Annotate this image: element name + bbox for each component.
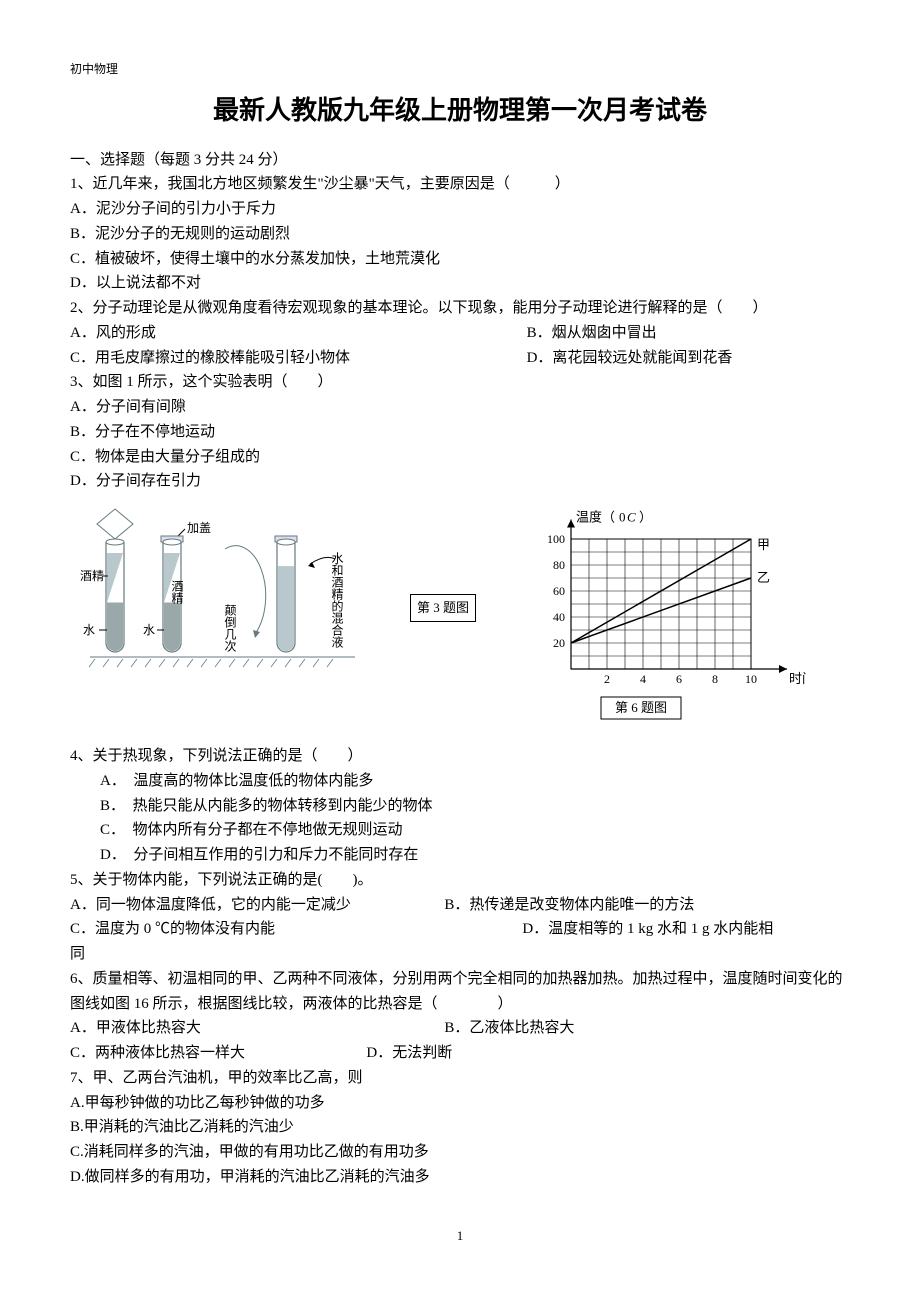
exam-title: 最新人教版九年级上册物理第一次月考试卷 xyxy=(70,90,850,133)
q1-stem-b: ） xyxy=(555,176,570,192)
q6-optB: B．乙液体比热容大 xyxy=(444,1016,850,1041)
page-number: 1 xyxy=(70,1225,850,1246)
q2-optC: C．用毛皮摩擦过的橡胶棒能吸引轻小物体 xyxy=(70,346,517,371)
svg-text:时间（min）: 时间（min） xyxy=(789,671,806,686)
q1-optD: D．以上说法都不对 xyxy=(70,271,850,296)
page-header: 初中物理 xyxy=(70,60,850,80)
svg-text:2: 2 xyxy=(604,672,610,686)
svg-text:酒精: 酒精 xyxy=(170,580,184,604)
q5-optB: B．热传递是改变物体内能唯一的方法 xyxy=(444,893,850,918)
q5-optD-a: D．温度相等的 1 kg 水和 1 g 水内能相 xyxy=(522,917,850,942)
svg-text:第 6 题图: 第 6 题图 xyxy=(615,700,667,715)
svg-text:乙: 乙 xyxy=(757,570,770,585)
q6-stem: 6、质量相等、初温相同的甲、乙两种不同液体，分别用两个完全相同的加热器加热。加热… xyxy=(70,967,850,1017)
q1-stem: 1、近几年来，我国北方地区频繁发生"沙尘暴"天气，主要原因是（ ） xyxy=(70,172,850,197)
temperature-chart: 20 40 60 80 100 2 4 6 8 10 温度（ 0C） 时间（min） 甲乙第 6 题图 xyxy=(516,499,806,729)
svg-text:温度（: 温度（ xyxy=(576,510,615,525)
q5-optA: A．同一物体温度降低，它的内能一定减少 xyxy=(70,893,444,918)
q4-stem: 4、关于热现象，下列说法正确的是（ ） xyxy=(70,744,850,769)
svg-text:6: 6 xyxy=(676,672,682,686)
q6-optC: C．两种液体比热容一样大 xyxy=(70,1041,366,1066)
q5-optC: C．温度为 0 ℃的物体没有内能 xyxy=(70,917,522,942)
section-heading: 一、选择题（每题 3 分共 24 分） xyxy=(70,148,850,173)
q3-optD: D．分子间存在引力 xyxy=(70,469,850,494)
svg-text:）: ） xyxy=(639,510,652,525)
q1-optB: B．泥沙分子的无规则的运动剧烈 xyxy=(70,222,850,247)
svg-text:酒精: 酒精 xyxy=(80,569,104,583)
q1-stem-a: 1、近几年来，我国北方地区频繁发生"沙尘暴"天气，主要原因是（ xyxy=(70,176,510,192)
svg-text:10: 10 xyxy=(745,672,757,686)
q3-stem: 3、如图 1 所示，这个实验表明（ ） xyxy=(70,370,850,395)
q7-stem: 7、甲、乙两台汽油机，甲的效率比乙高，则 xyxy=(70,1066,850,1091)
q3-optA: A．分子间有间隙 xyxy=(70,395,850,420)
q1-optA: A．泥沙分子间的引力小于斥力 xyxy=(70,197,850,222)
svg-text:100: 100 xyxy=(547,532,565,546)
svg-text:水: 水 xyxy=(83,623,95,637)
svg-text:加盖: 加盖 xyxy=(187,521,211,535)
q7-optD: D.做同样多的有用功，甲消耗的汽油比乙消耗的汽油多 xyxy=(70,1165,850,1190)
q6-stem-a: 6、质量相等、初温相同的甲、乙两种不同液体，分别用两个完全相同的加热器加热。加热… xyxy=(70,971,843,1012)
q7-optC: C.消耗同样多的汽油，甲做的有用功比乙做的有用功多 xyxy=(70,1140,850,1165)
svg-text:颠倒几次: 颠倒几次 xyxy=(223,603,237,653)
q2-stem-b: ） xyxy=(753,300,768,316)
figure6-chart: 20 40 60 80 100 2 4 6 8 10 温度（ 0C） 时间（min） 甲乙第 6 题图 xyxy=(516,499,806,729)
figure3-caption: 第 3 题图 xyxy=(410,594,476,621)
svg-text:0: 0 xyxy=(619,510,626,525)
q2-stem-a: 2、分子动理论是从微观角度看待宏观现象的基本理论。以下现象，能用分子动理论进行解… xyxy=(70,300,723,316)
svg-text:C: C xyxy=(627,510,636,525)
q2-stem: 2、分子动理论是从微观角度看待宏观现象的基本理论。以下现象，能用分子动理论进行解… xyxy=(70,296,850,321)
tubes-diagram: 酒精水 加盖酒精水 颠倒几次 水和酒精的混合液 xyxy=(75,504,385,679)
q2-optD: D．离花园较远处就能闻到花香 xyxy=(517,346,850,371)
svg-text:40: 40 xyxy=(553,610,565,624)
q6-optD: D．无法判断 xyxy=(366,1041,850,1066)
q4-optD: D． 分子间相互作用的引力和斥力不能同时存在 xyxy=(70,843,850,868)
q5-optD-b: 同 xyxy=(70,942,850,967)
svg-text:8: 8 xyxy=(712,672,718,686)
svg-text:水和酒精的混合液: 水和酒精的混合液 xyxy=(330,552,344,648)
q2-optA: A．风的形成 xyxy=(70,321,517,346)
q3-optB: B．分子在不停地运动 xyxy=(70,420,850,445)
q5-stem: 5、关于物体内能，下列说法正确的是( )。 xyxy=(70,868,850,893)
figure3-tubes: 酒精水 加盖酒精水 颠倒几次 水和酒精的混合液 xyxy=(70,499,390,684)
q3-optC: C．物体是由大量分子组成的 xyxy=(70,445,850,470)
svg-text:甲: 甲 xyxy=(757,537,770,552)
q4-optA: A． 温度高的物体比温度低的物体内能多 xyxy=(70,769,850,794)
q4-optB: B． 热能只能从内能多的物体转移到内能少的物体 xyxy=(70,794,850,819)
svg-text:水: 水 xyxy=(143,623,155,637)
q7-optA: A.甲每秒钟做的功比乙每秒钟做的功多 xyxy=(70,1091,850,1116)
q6-stem-b: ） xyxy=(498,996,513,1012)
svg-text:60: 60 xyxy=(553,584,565,598)
svg-text:80: 80 xyxy=(553,558,565,572)
q4-optC: C． 物体内所有分子都在不停地做无规则运动 xyxy=(70,818,850,843)
q7-optB: B.甲消耗的汽油比乙消耗的汽油少 xyxy=(70,1115,850,1140)
q1-optC: C．植被破坏，使得土壤中的水分蒸发加快，土地荒漠化 xyxy=(70,247,850,272)
q2-optB: B．烟从烟囱中冒出 xyxy=(517,321,850,346)
q6-optA: A．甲液体比热容大 xyxy=(70,1016,444,1041)
svg-text:4: 4 xyxy=(640,672,646,686)
svg-text:20: 20 xyxy=(553,636,565,650)
